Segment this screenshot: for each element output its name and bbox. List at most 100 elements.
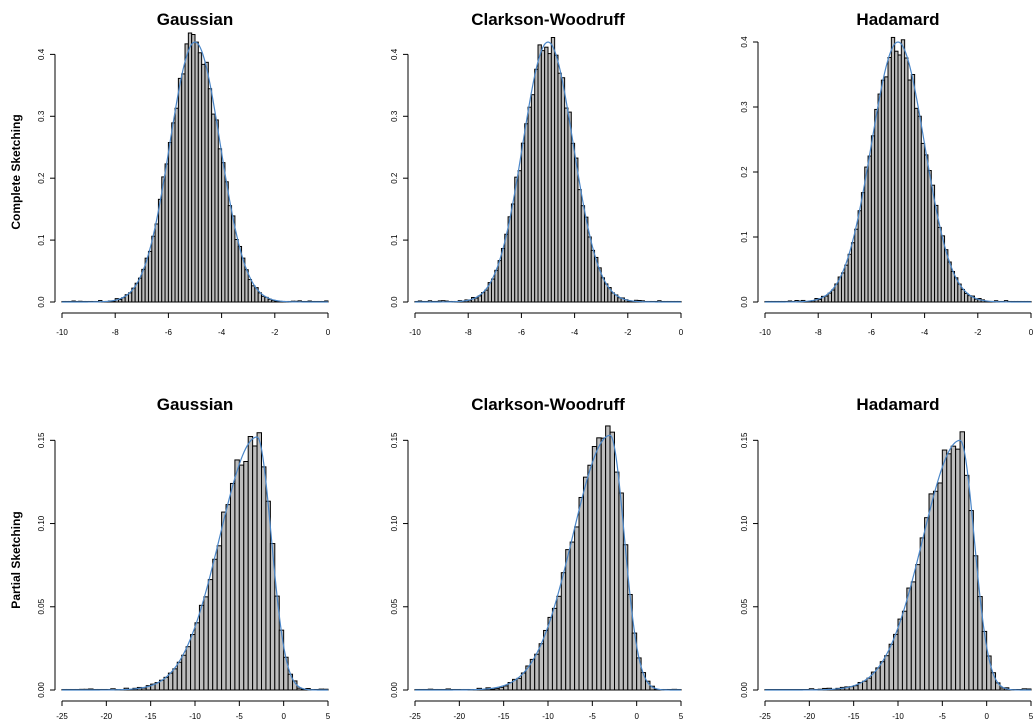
- histogram-bar: [489, 688, 496, 691]
- y-tick-label: 0.05: [740, 598, 749, 614]
- x-tick-label: -4: [571, 328, 579, 337]
- histogram-bar: [498, 686, 505, 691]
- histogram-bar: [964, 474, 970, 691]
- panel-title: Clarkson-Woodruff: [471, 395, 625, 414]
- histogram-bar: [565, 549, 571, 691]
- x-tick-label: -10: [759, 328, 771, 337]
- histogram-bar: [494, 269, 499, 303]
- histogram-bar: [538, 643, 545, 691]
- y-tick-label: 0.1: [740, 231, 749, 243]
- panel-title: Clarkson-Woodruff: [471, 10, 625, 29]
- y-tick-label: 0.2: [37, 172, 46, 184]
- histogram-bar: [591, 446, 598, 691]
- histogram-bar: [932, 490, 939, 691]
- histogram-bar: [229, 482, 236, 691]
- x-tick-label: -20: [804, 712, 816, 721]
- histogram-panel: Hadamard -25 -20 -15 -10 -5 0 5 0.00 0.05 0.10 0.15: [740, 395, 1034, 721]
- histogram-bar: [256, 432, 263, 691]
- y-tick-label: 0.3: [740, 101, 749, 113]
- histogram-bar: [181, 654, 187, 691]
- x-tick-label: -25: [56, 712, 68, 721]
- x-tick-label: -5: [236, 712, 244, 721]
- histogram-bar: [265, 500, 271, 691]
- histogram-bar: [516, 677, 522, 691]
- x-tick-label: -20: [101, 712, 113, 721]
- x-tick-label: -15: [848, 712, 860, 721]
- histogram-bar: [216, 545, 223, 691]
- histogram-bar: [614, 471, 620, 691]
- histogram-bar: [919, 537, 926, 691]
- histogram-bar: [234, 459, 240, 691]
- histogram-bar: [897, 618, 903, 691]
- histogram-bar: [474, 297, 479, 303]
- y-tick-label: 0.0: [390, 296, 399, 308]
- histogram-bar: [924, 517, 930, 691]
- y-tick-label: 0.10: [37, 515, 46, 531]
- x-tick-label: -2: [974, 328, 982, 337]
- histogram-bar: [494, 687, 500, 691]
- histogram-bar: [207, 88, 213, 303]
- histogram-bar: [190, 634, 196, 691]
- histogram-bar: [915, 564, 921, 691]
- histogram-bar: [928, 493, 934, 691]
- y-tick-label: 0.05: [37, 598, 46, 614]
- histogram-bar: [503, 685, 509, 691]
- histogram-bar: [261, 466, 267, 691]
- x-tick-label: -25: [409, 712, 421, 721]
- histogram-bar: [574, 526, 580, 691]
- x-tick-label: -2: [271, 328, 279, 337]
- y-tick-label: 0.1: [390, 234, 399, 246]
- histogram-bar: [959, 431, 966, 691]
- row-label-partial-sketching: Partial Sketching: [9, 511, 23, 608]
- histogram-bar: [551, 607, 558, 691]
- histogram-bar: [556, 595, 562, 691]
- density-curve: [62, 41, 328, 303]
- histogram-bar: [906, 587, 912, 691]
- histogram-bar: [212, 558, 218, 691]
- histogram-bar: [198, 604, 205, 691]
- histogram-bar: [247, 436, 254, 691]
- y-tick-label: 0.15: [390, 432, 399, 448]
- histogram-bar: [600, 437, 607, 691]
- histogram-bar: [901, 610, 908, 691]
- x-tick-label: 0: [281, 712, 286, 721]
- histogram-bar: [587, 464, 593, 691]
- y-tick-label: 0.3: [37, 110, 46, 122]
- y-tick-label: 0.2: [390, 172, 399, 184]
- panel-title: Hadamard: [856, 10, 939, 29]
- y-tick-label: 0.0: [37, 296, 46, 308]
- histogram-bar: [986, 655, 992, 691]
- x-tick-label: 5: [326, 712, 331, 721]
- x-tick-label: -10: [56, 328, 68, 337]
- histogram-panel: Clarkson-Woodruff -25 -20 -15 -10 -5 0 5 0.00 0.0…: [390, 395, 684, 721]
- histogram-bar: [243, 461, 249, 691]
- x-tick-label: -5: [939, 712, 947, 721]
- histogram-bar: [163, 676, 169, 691]
- x-tick-label: 5: [1029, 712, 1034, 721]
- x-tick-label: -25: [759, 712, 771, 721]
- x-tick-label: 0: [1029, 328, 1034, 337]
- y-tick-label: 0.15: [37, 432, 46, 448]
- histogram-bar: [238, 464, 245, 691]
- histogram-bar: [605, 425, 611, 691]
- histogram-bar: [968, 510, 974, 691]
- panel-title: Gaussian: [157, 10, 234, 29]
- x-tick-label: -2: [624, 328, 632, 337]
- histogram-bar: [221, 511, 227, 691]
- histogram-bar: [547, 616, 553, 691]
- x-tick-label: -6: [868, 328, 876, 337]
- y-tick-label: 0.15: [740, 432, 749, 448]
- x-tick-label: -15: [145, 712, 157, 721]
- histogram-bar: [950, 445, 957, 691]
- histogram-bar: [888, 643, 895, 691]
- histogram-bar: [185, 646, 192, 691]
- x-tick-label: -4: [218, 328, 226, 337]
- histogram-bar: [955, 448, 961, 691]
- x-tick-label: -4: [921, 328, 929, 337]
- histogram-bar: [507, 216, 512, 303]
- histogram-bar: [194, 622, 200, 691]
- row-label-complete-sketching: Complete Sketching: [9, 114, 23, 229]
- histogram-bar: [596, 437, 602, 691]
- x-tick-label: -6: [165, 328, 173, 337]
- histogram-bar: [225, 504, 231, 691]
